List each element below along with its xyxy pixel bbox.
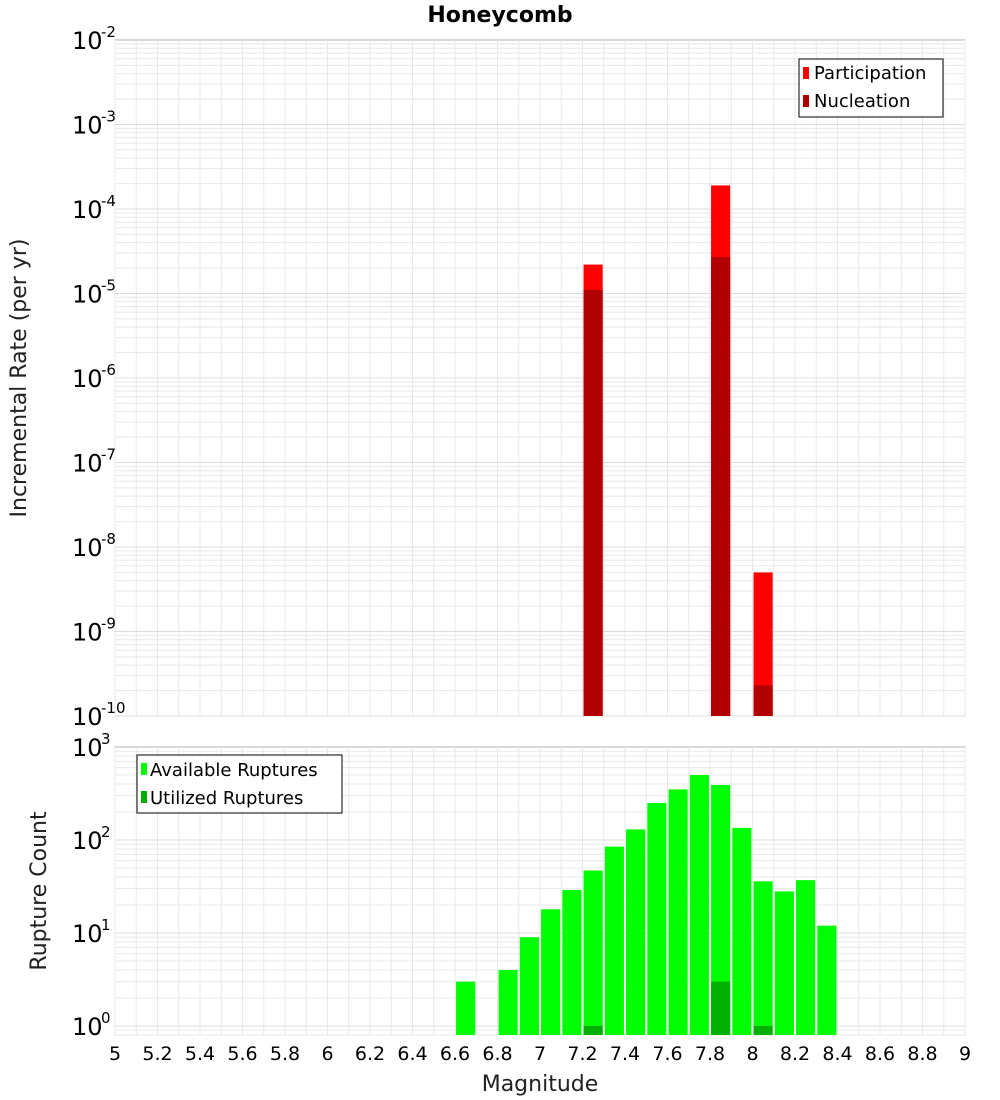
rate-y-axis-label: Incremental Rate (per yr) [7, 239, 32, 518]
y-tick-exponent: -3 [101, 108, 116, 126]
count-plot-bars [456, 774, 837, 1035]
legend-swatch-available [141, 763, 147, 775]
x-tick-label: 5.8 [270, 1043, 300, 1065]
bar-utilized-ruptures [753, 1025, 773, 1035]
x-tick-label: 8 [746, 1043, 758, 1065]
x-tick-label: 7.4 [610, 1043, 640, 1065]
bar-nucleation [711, 257, 731, 716]
x-tick-label: 6.6 [440, 1043, 470, 1065]
legend-swatch-utilized [141, 791, 147, 803]
bar-available-ruptures [498, 969, 518, 1035]
bar-available-ruptures [562, 889, 582, 1035]
legend-label-utilized: Utilized Ruptures [150, 788, 303, 809]
x-tick-label: 5.6 [227, 1043, 257, 1065]
bar-available-ruptures [711, 785, 731, 1035]
y-tick-exponent: -9 [101, 615, 116, 633]
legend-swatch-participation [803, 67, 809, 79]
x-tick-label: 5.4 [185, 1043, 215, 1065]
rate-plot-bars [583, 185, 773, 717]
y-tick-exponent: -5 [101, 277, 116, 295]
y-tick-label: 10 [72, 450, 103, 478]
bar-available-ruptures [604, 846, 624, 1035]
y-tick-label: 10 [72, 703, 103, 731]
bar-available-ruptures [647, 802, 667, 1035]
y-tick-label: 10 [72, 920, 103, 948]
chart-title: Honeycomb [427, 3, 572, 28]
legend-label-participation: Participation [814, 63, 926, 84]
bar-available-ruptures [689, 774, 709, 1035]
y-tick-exponent: 0 [101, 1009, 111, 1027]
y-tick-exponent: -4 [101, 192, 116, 210]
x-tick-label: 7 [534, 1043, 546, 1065]
legend-swatch-nucleation [803, 95, 809, 107]
count-y-axis-label: Rupture Count [27, 811, 52, 971]
y-tick-label: 10 [72, 1013, 103, 1041]
y-tick-label: 10 [72, 112, 103, 140]
x-tick-label: 7.6 [652, 1043, 682, 1065]
rate-plot: 10-210-310-410-510-610-710-810-910-10 In… [7, 23, 966, 731]
bar-available-ruptures [541, 909, 561, 1035]
y-tick-label: 10 [72, 365, 103, 393]
bar-utilized-ruptures [583, 1025, 603, 1035]
y-tick-exponent: 2 [101, 823, 111, 841]
rate-legend-box [798, 58, 944, 118]
y-tick-exponent: -6 [101, 361, 116, 379]
y-tick-exponent: -8 [101, 530, 116, 548]
x-axis-ticks: 5 5.2 5.4 5.6 5.8 6 6.2 6.4 6.6 6.8 7 7.2 7.4 7.6 7.8 8… [109, 1043, 971, 1065]
x-tick-label: 8.8 [907, 1043, 937, 1065]
bar-participation [753, 572, 773, 716]
x-tick-label: 7.8 [695, 1043, 725, 1065]
count-legend-box [136, 754, 343, 814]
bar-available-ruptures [732, 827, 752, 1035]
y-tick-label: 10 [72, 281, 103, 309]
bar-utilized-ruptures [711, 981, 731, 1035]
x-tick-label: 8.6 [865, 1043, 895, 1065]
y-tick-exponent: 3 [101, 730, 111, 748]
bar-available-ruptures [626, 829, 646, 1035]
x-tick-label: 5.2 [142, 1043, 172, 1065]
legend-label-nucleation: Nucleation [814, 91, 910, 112]
rate-legend: Participation Nucleation [798, 58, 944, 118]
x-axis-label: Magnitude [482, 1072, 599, 1097]
rate-y-axis-ticks: 10-210-310-410-510-610-710-810-910-10 [72, 23, 126, 731]
y-tick-label: 10 [72, 827, 103, 855]
x-tick-label: 9 [959, 1043, 971, 1065]
x-tick-label: 6 [321, 1043, 333, 1065]
y-tick-label: 10 [72, 619, 103, 647]
y-tick-exponent: 1 [101, 916, 111, 934]
x-tick-label: 5 [109, 1043, 121, 1065]
x-tick-label: 6.4 [397, 1043, 427, 1065]
bar-available-ruptures [583, 870, 603, 1035]
bar-available-ruptures [456, 981, 476, 1035]
y-tick-exponent: -10 [101, 699, 126, 717]
bar-nucleation [583, 290, 603, 716]
bar-available-ruptures [796, 880, 816, 1035]
bar-available-ruptures [753, 881, 773, 1035]
bar-nucleation [753, 685, 773, 716]
y-tick-label: 10 [72, 27, 103, 55]
bar-available-ruptures [519, 937, 539, 1035]
bar-available-ruptures [668, 789, 688, 1035]
count-legend: Available Ruptures Utilized Ruptures [136, 754, 343, 814]
y-tick-exponent: -7 [101, 446, 116, 464]
bar-available-ruptures [774, 891, 794, 1035]
y-tick-label: 10 [72, 196, 103, 224]
x-tick-label: 7.2 [567, 1043, 597, 1065]
x-tick-label: 6.8 [482, 1043, 512, 1065]
y-tick-exponent: -2 [101, 23, 116, 41]
legend-label-available: Available Ruptures [150, 760, 318, 781]
rate-plot-grid [114, 40, 966, 717]
x-tick-label: 8.4 [822, 1043, 852, 1065]
x-tick-label: 6.2 [355, 1043, 385, 1065]
y-tick-label: 10 [72, 734, 103, 762]
y-tick-label: 10 [72, 534, 103, 562]
bar-available-ruptures [817, 925, 837, 1035]
x-tick-label: 8.2 [780, 1043, 810, 1065]
